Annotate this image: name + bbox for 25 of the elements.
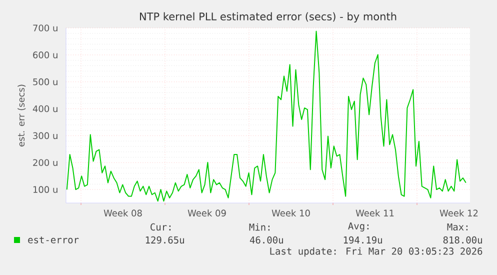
- text: 46.00u: [250, 236, 283, 244]
- text: Min:: [249, 223, 270, 231]
- text: 129.65u: [146, 236, 184, 244]
- y-axis-title: est. err (secs): [18, 84, 26, 146]
- text: Week 08: [104, 210, 142, 216]
- text: Week 09: [188, 210, 226, 216]
- text: Week 12: [440, 210, 478, 216]
- text: 818.00u: [443, 236, 482, 244]
- y-tick-label: 200 u: [33, 159, 58, 166]
- y-tick-label: 400 u: [32, 105, 58, 112]
- text: Last update: Fri Mar 20 03:05:23 2026: [270, 247, 482, 257]
- y-tick-label: 600 u: [33, 52, 58, 58]
- text: Week 10: [272, 210, 310, 216]
- y-tick-label: 300 u: [33, 132, 58, 140]
- text: Avg:: [348, 222, 369, 232]
- chart-title: NTP kernel PLL estimated error (secs) - by month: [140, 12, 396, 22]
- text: Cur:: [150, 223, 171, 231]
- y-tick-label: 700 u: [33, 24, 58, 32]
- legend-label: est-error: [28, 236, 79, 244]
- text: 194.19u: [344, 236, 382, 244]
- y-tick-label: 100 u: [33, 186, 58, 193]
- line-series: [66, 30, 466, 202]
- y-tick-label: 500 u: [33, 78, 58, 86]
- text: Max:: [447, 223, 468, 231]
- text: Week 11: [356, 210, 394, 216]
